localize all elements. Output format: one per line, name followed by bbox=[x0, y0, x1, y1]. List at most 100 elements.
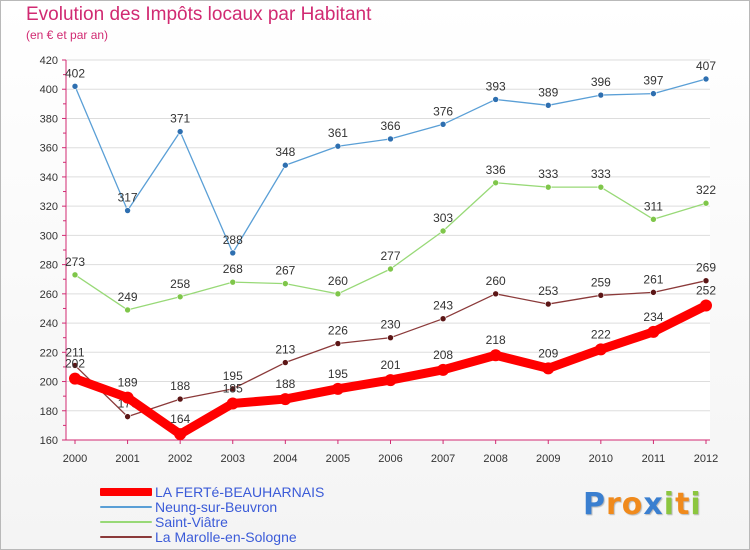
data-point-la-marolle-en-sologne bbox=[334, 340, 342, 347]
data-label-la-fert-beauharnais: 218 bbox=[486, 333, 506, 347]
data-point-neung-sur-beuvron bbox=[544, 102, 552, 109]
data-label-la-marolle-en-sologne: 260 bbox=[486, 274, 506, 288]
x-tick-label: 2006 bbox=[378, 453, 402, 465]
data-point-saint-vi-tre bbox=[334, 290, 342, 298]
data-point-la-fert-beauharnais bbox=[647, 325, 660, 338]
data-point-saint-vi-tre bbox=[282, 280, 289, 287]
data-label-la-fert-beauharnais: 164 bbox=[170, 412, 190, 426]
data-label-la-fert-beauharnais: 222 bbox=[591, 327, 611, 341]
logo-letter: i bbox=[663, 487, 676, 522]
data-label-la-marolle-en-sologne: 226 bbox=[328, 324, 348, 338]
data-point-la-fert-beauharnais bbox=[174, 428, 187, 441]
data-label-saint-vi-tre: 336 bbox=[486, 163, 506, 177]
data-point-neung-sur-beuvron bbox=[439, 121, 447, 128]
legend-label: Saint-Viâtre bbox=[155, 514, 228, 530]
legend-item: La Marolle-en-Sologne bbox=[100, 529, 360, 545]
x-tick-label: 2010 bbox=[589, 453, 613, 465]
data-label-la-fert-beauharnais: 201 bbox=[380, 358, 400, 372]
x-tick-label: 2001 bbox=[115, 453, 139, 465]
x-tick-label: 2007 bbox=[431, 453, 455, 465]
data-point-neung-sur-beuvron bbox=[334, 142, 342, 150]
data-label-la-fert-beauharnais: 252 bbox=[696, 284, 716, 298]
data-label-neung-sur-beuvron: 402 bbox=[65, 66, 85, 80]
data-label-saint-vi-tre: 267 bbox=[275, 264, 295, 278]
data-label-la-fert-beauharnais: 209 bbox=[538, 346, 558, 360]
legend-swatch bbox=[100, 488, 152, 496]
data-label-neung-sur-beuvron: 376 bbox=[433, 104, 453, 118]
data-label-la-fert-beauharnais: 188 bbox=[275, 377, 295, 391]
data-label-la-fert-beauharnais: 185 bbox=[223, 381, 243, 395]
data-point-neung-sur-beuvron bbox=[650, 90, 657, 97]
y-tick-label: 420 bbox=[40, 55, 58, 67]
data-point-saint-vi-tre bbox=[387, 265, 394, 273]
chart-legend: LA FERTé-BEAUHARNAIS Neung-sur-Beuvron Sai… bbox=[100, 484, 360, 545]
y-tick-label: 280 bbox=[40, 260, 58, 272]
data-label-neung-sur-beuvron: 393 bbox=[486, 79, 506, 93]
data-point-neung-sur-beuvron bbox=[124, 207, 131, 214]
data-point-la-fert-beauharnais bbox=[700, 299, 712, 312]
data-point-la-marolle-en-sologne bbox=[650, 289, 657, 296]
data-point-neung-sur-beuvron bbox=[176, 128, 184, 135]
data-point-la-marolle-en-sologne bbox=[544, 300, 552, 308]
data-label-saint-vi-tre: 260 bbox=[328, 274, 348, 288]
x-tick-label: 2011 bbox=[642, 453, 666, 465]
data-label-saint-vi-tre: 303 bbox=[433, 211, 453, 225]
data-point-neung-sur-beuvron bbox=[492, 96, 499, 103]
logo-letter: r bbox=[606, 487, 622, 522]
data-point-saint-vi-tre bbox=[124, 306, 131, 314]
data-point-neung-sur-beuvron bbox=[71, 83, 79, 90]
data-point-saint-vi-tre bbox=[439, 227, 447, 235]
data-point-la-fert-beauharnais bbox=[542, 362, 555, 375]
data-label-neung-sur-beuvron: 397 bbox=[643, 74, 663, 88]
y-tick-label: 360 bbox=[40, 143, 58, 155]
data-point-neung-sur-beuvron bbox=[282, 161, 289, 169]
data-point-la-marolle-en-sologne bbox=[71, 362, 79, 369]
data-label-neung-sur-beuvron: 396 bbox=[591, 75, 611, 89]
data-point-la-fert-beauharnais bbox=[121, 391, 134, 404]
y-tick-label: 180 bbox=[40, 406, 58, 418]
x-tick-label: 2012 bbox=[694, 453, 718, 465]
y-tick-label: 200 bbox=[40, 377, 58, 389]
data-label-la-marolle-en-sologne: 253 bbox=[538, 284, 558, 298]
data-point-la-fert-beauharnais bbox=[437, 363, 450, 376]
data-label-neung-sur-beuvron: 348 bbox=[275, 145, 295, 159]
y-tick-label: 320 bbox=[40, 201, 58, 213]
x-tick-label: 2003 bbox=[221, 453, 245, 465]
data-point-saint-vi-tre bbox=[650, 216, 657, 223]
logo-letter: i bbox=[690, 487, 702, 522]
data-point-la-fert-beauharnais bbox=[489, 349, 502, 362]
legend-label: Neung-sur-Beuvron bbox=[155, 499, 278, 515]
data-label-saint-vi-tre: 268 bbox=[223, 262, 243, 276]
data-label-la-marolle-en-sologne: 230 bbox=[380, 318, 400, 332]
chart-title: Evolution des Impôts locaux par Habitant bbox=[26, 4, 372, 25]
data-point-la-marolle-en-sologne bbox=[597, 292, 605, 299]
logo-letter: P bbox=[583, 487, 606, 522]
data-label-la-marolle-en-sologne: 211 bbox=[65, 345, 84, 359]
x-tick-label: 2002 bbox=[168, 453, 192, 465]
data-point-saint-vi-tre bbox=[702, 199, 710, 207]
data-point-saint-vi-tre bbox=[229, 278, 237, 286]
data-point-la-fert-beauharnais bbox=[384, 374, 397, 387]
legend-item: LA FERTé-BEAUHARNAIS bbox=[100, 484, 360, 500]
data-point-saint-vi-tre bbox=[597, 183, 605, 191]
data-point-la-fert-beauharnais bbox=[279, 393, 292, 406]
y-tick-label: 160 bbox=[40, 435, 58, 447]
data-point-la-marolle-en-sologne bbox=[282, 359, 289, 366]
y-tick-label: 380 bbox=[40, 113, 58, 125]
data-label-la-marolle-en-sologne: 261 bbox=[643, 272, 663, 286]
data-point-saint-vi-tre bbox=[176, 293, 184, 301]
data-label-la-fert-beauharnais: 234 bbox=[643, 310, 663, 324]
y-tick-label: 300 bbox=[40, 230, 58, 242]
legend-swatch bbox=[100, 521, 152, 523]
data-label-neung-sur-beuvron: 389 bbox=[538, 85, 558, 99]
data-label-neung-sur-beuvron: 366 bbox=[380, 119, 400, 133]
data-point-la-marolle-en-sologne bbox=[387, 334, 394, 341]
data-point-neung-sur-beuvron bbox=[597, 91, 605, 99]
legend-swatch bbox=[100, 536, 152, 538]
data-label-neung-sur-beuvron: 407 bbox=[696, 59, 716, 73]
legend-swatch bbox=[100, 506, 152, 508]
logo-letter: t bbox=[675, 487, 691, 522]
data-label-la-fert-beauharnais: 202 bbox=[65, 357, 85, 371]
data-label-saint-vi-tre: 258 bbox=[170, 277, 190, 291]
